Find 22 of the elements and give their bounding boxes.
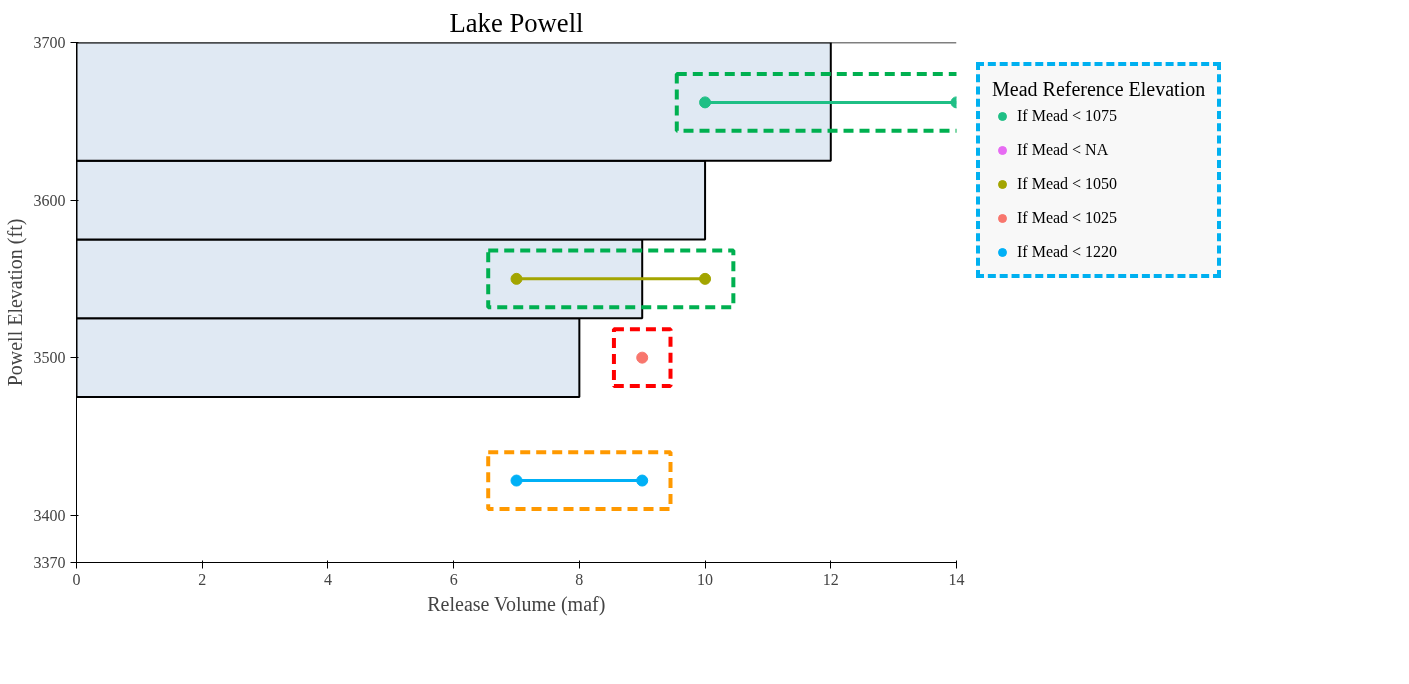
legend-title: Mead Reference Elevation [992, 78, 1206, 101]
chart-title: Lake Powell [449, 7, 584, 38]
y-tick-label: 3600 [33, 191, 66, 209]
legend-label: If Mead < 1075 [1017, 107, 1118, 125]
x-tick-label: 12 [822, 570, 839, 588]
x-tick-label: 8 [575, 570, 584, 588]
y-tick-label: 3500 [33, 349, 66, 367]
x-tick-label: 6 [449, 570, 458, 588]
y-tick-label: 3700 [33, 34, 66, 51]
legend-label: If Mead < 1025 [1017, 209, 1118, 227]
x-tick-label: 14 [948, 570, 965, 588]
y-axis-title: Powell Elevation (ft) [3, 218, 27, 387]
x-tick-label: 0 [72, 570, 81, 588]
legend-label: If Mead < 1050 [1017, 175, 1118, 193]
x-tick-label: 2 [198, 570, 207, 588]
x-tick-label: 10 [697, 570, 714, 588]
legend-label: If Mead < NA [1017, 141, 1109, 159]
y-tick-label: 3400 [33, 506, 66, 524]
x-axis-title: Release Volume (maf) [427, 592, 606, 616]
legend-label: If Mead < 1220 [1017, 243, 1118, 261]
y-tick-label: 3370 [33, 554, 66, 571]
x-tick-label: 4 [323, 570, 332, 588]
